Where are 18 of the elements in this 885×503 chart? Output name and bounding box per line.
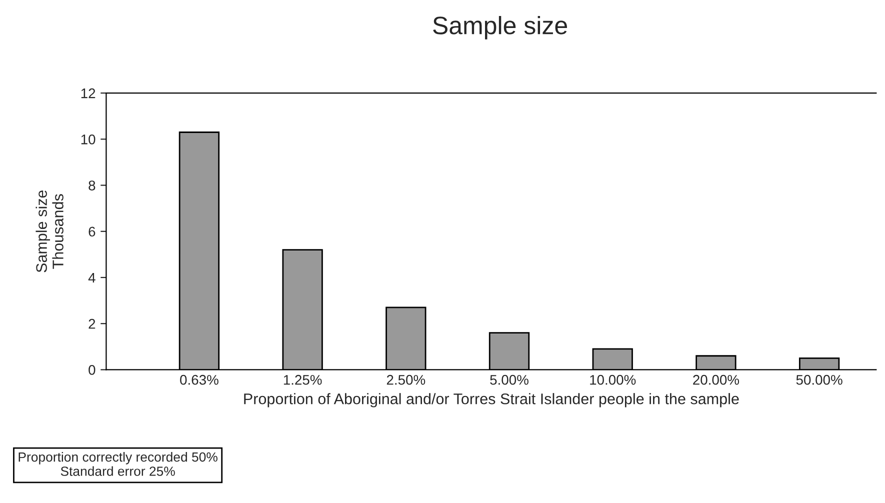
x-tick-label: 0.63% (180, 374, 218, 385)
x-tick-label: 5.00% (490, 374, 528, 385)
y-axis-title: Sample size Thousands (36, 190, 64, 272)
y-tick-label: 10 (81, 134, 96, 144)
x-tick-label: 50.00% (796, 374, 842, 385)
y-tick-label: 12 (81, 88, 96, 98)
x-tick-label: 1.25% (284, 374, 322, 385)
x-tick-label: 2.50% (386, 374, 426, 385)
text: Proportion correctly recorded 50% Standard error 25% (18, 452, 218, 476)
x-axis-title: Proportion of Aboriginal and/or Torres Strait Islander people in the sample (244, 393, 739, 408)
x-tick-label: 20.00% (693, 374, 740, 385)
y-tick-label: 6 (88, 226, 96, 237)
y-tick-label: 8 (88, 180, 96, 190)
x-tick-label: 10.00% (590, 374, 636, 385)
y-tick-label: 0 (88, 365, 96, 375)
chart-title: Sample size (433, 16, 567, 40)
y-tick-label: 4 (88, 272, 96, 283)
y-tick-label: 2 (88, 318, 96, 329)
